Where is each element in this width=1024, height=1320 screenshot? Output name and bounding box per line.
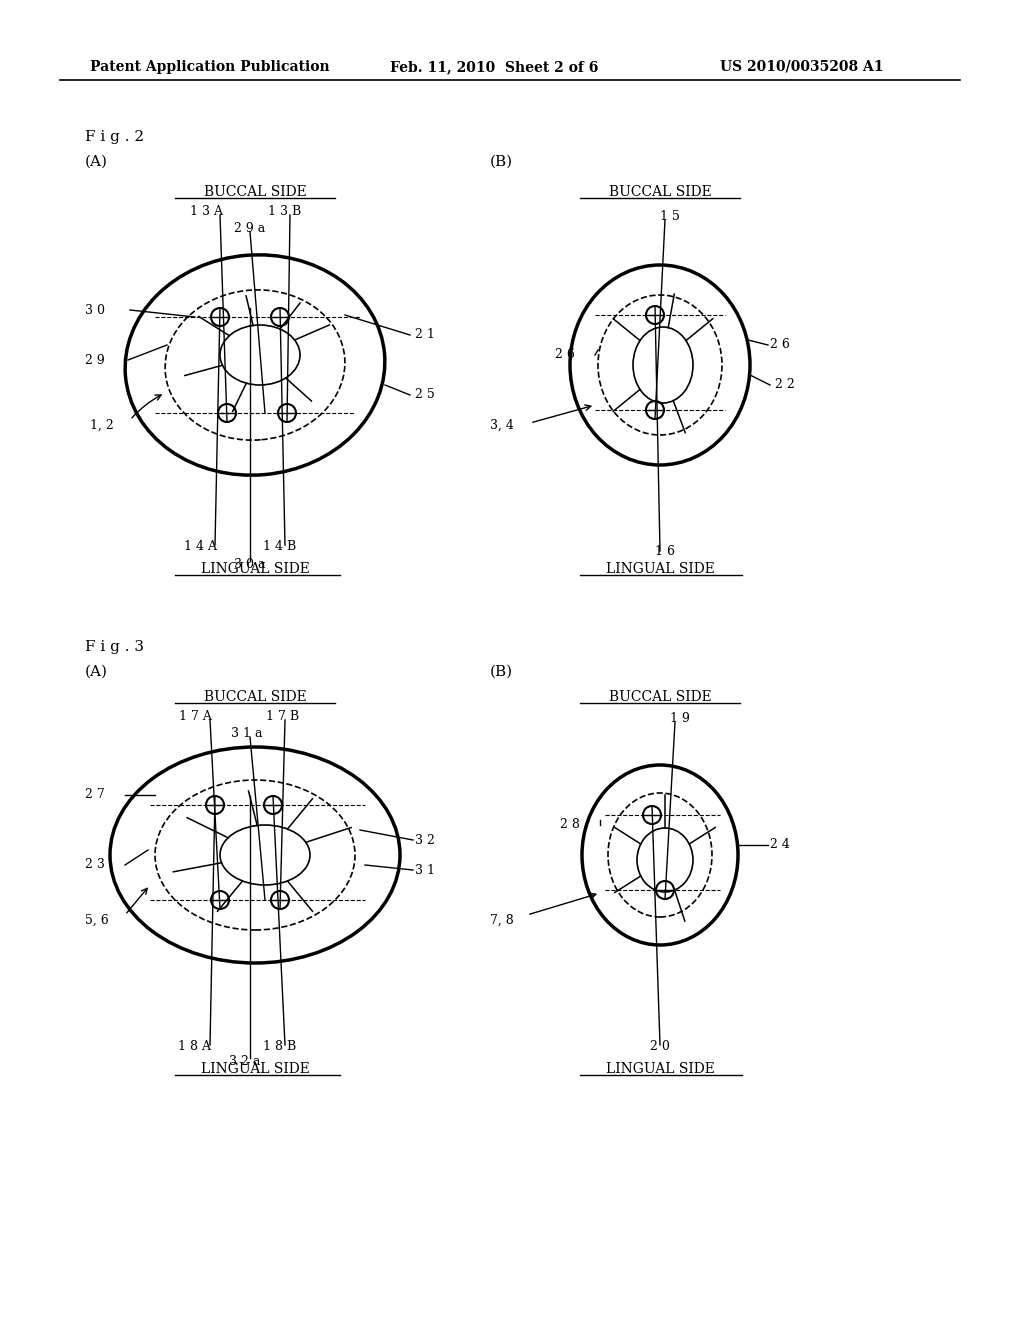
Text: LINGUAL SIDE: LINGUAL SIDE xyxy=(605,562,715,576)
Text: 2 2: 2 2 xyxy=(775,379,795,392)
Text: BUCCAL SIDE: BUCCAL SIDE xyxy=(204,185,306,199)
Text: 1 4 A: 1 4 A xyxy=(183,540,216,553)
Text: 7, 8: 7, 8 xyxy=(490,913,514,927)
Text: 2 8: 2 8 xyxy=(560,818,580,832)
Text: 5, 6: 5, 6 xyxy=(85,913,109,927)
Text: 2 4: 2 4 xyxy=(770,838,790,851)
Text: 2 7: 2 7 xyxy=(85,788,104,801)
Text: 1, 2: 1, 2 xyxy=(90,418,114,432)
Text: LINGUAL SIDE: LINGUAL SIDE xyxy=(201,562,309,576)
Text: Feb. 11, 2010  Sheet 2 of 6: Feb. 11, 2010 Sheet 2 of 6 xyxy=(390,59,598,74)
Text: 3 0 a: 3 0 a xyxy=(234,558,266,572)
Text: 1 4 B: 1 4 B xyxy=(263,540,297,553)
Text: 1 7 B: 1 7 B xyxy=(266,710,300,723)
Text: 3 1: 3 1 xyxy=(415,863,435,876)
Text: 2 5: 2 5 xyxy=(415,388,435,401)
Text: 3 2: 3 2 xyxy=(415,833,435,846)
Text: (B): (B) xyxy=(490,154,513,169)
Text: 3 1 a: 3 1 a xyxy=(231,727,263,741)
Text: 2 6: 2 6 xyxy=(770,338,790,351)
Text: BUCCAL SIDE: BUCCAL SIDE xyxy=(204,690,306,704)
Text: 1 7 A: 1 7 A xyxy=(178,710,211,723)
Text: 1 3 B: 1 3 B xyxy=(268,205,302,218)
Text: 3 0: 3 0 xyxy=(85,304,105,317)
Text: US 2010/0035208 A1: US 2010/0035208 A1 xyxy=(720,59,884,74)
Text: 2 1: 2 1 xyxy=(415,329,435,342)
Text: 1 5: 1 5 xyxy=(660,210,680,223)
Text: F i g . 2: F i g . 2 xyxy=(85,129,144,144)
Text: (A): (A) xyxy=(85,154,108,169)
Text: LINGUAL SIDE: LINGUAL SIDE xyxy=(605,1063,715,1076)
Text: 2 3: 2 3 xyxy=(85,858,104,871)
Text: 2 6: 2 6 xyxy=(555,348,574,362)
Text: 2 9: 2 9 xyxy=(85,354,104,367)
Text: 1 3 A: 1 3 A xyxy=(190,205,223,218)
Text: F i g . 3: F i g . 3 xyxy=(85,640,144,653)
Text: 1 9: 1 9 xyxy=(670,711,690,725)
Text: BUCCAL SIDE: BUCCAL SIDE xyxy=(608,690,712,704)
Text: 1 8 B: 1 8 B xyxy=(263,1040,297,1053)
Text: (B): (B) xyxy=(490,665,513,678)
Text: 1 8 A: 1 8 A xyxy=(178,1040,212,1053)
Text: BUCCAL SIDE: BUCCAL SIDE xyxy=(608,185,712,199)
Text: 1 6: 1 6 xyxy=(655,545,675,558)
Text: (A): (A) xyxy=(85,665,108,678)
Text: 3 2 a: 3 2 a xyxy=(229,1055,261,1068)
Text: 2 0: 2 0 xyxy=(650,1040,670,1053)
Text: LINGUAL SIDE: LINGUAL SIDE xyxy=(201,1063,309,1076)
Text: Patent Application Publication: Patent Application Publication xyxy=(90,59,330,74)
Text: 3, 4: 3, 4 xyxy=(490,418,514,432)
Text: 2 9 a: 2 9 a xyxy=(234,222,265,235)
